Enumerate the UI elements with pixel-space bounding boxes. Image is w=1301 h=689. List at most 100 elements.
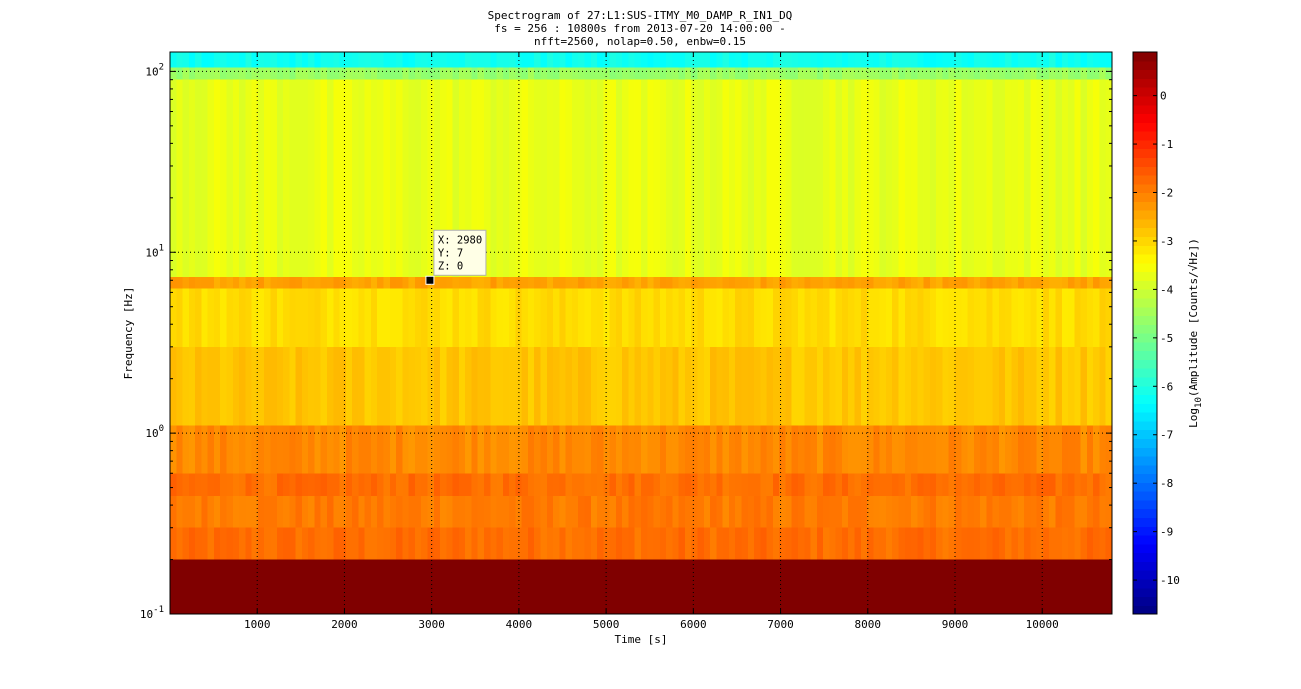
colorbar-tick-label: -7 xyxy=(1160,429,1173,442)
colorbar-tick-label: -1 xyxy=(1160,138,1173,151)
colorbar-segment xyxy=(1133,385,1157,396)
datatip-box[interactable] xyxy=(433,229,487,276)
x-tick-label: 3000 xyxy=(418,618,445,631)
colorbar-segment xyxy=(1133,157,1157,167)
colorbar-tick-label: -6 xyxy=(1160,380,1173,393)
colorbar-tick-label: -10 xyxy=(1160,574,1180,587)
spectrogram-plot-area xyxy=(170,52,1113,614)
colorbar-segment xyxy=(1133,280,1157,290)
colorbar-segment xyxy=(1133,306,1157,317)
colorbar-segment xyxy=(1133,183,1157,194)
y-axis-label: Frequency [Hz] xyxy=(122,287,135,380)
colorbar-segment xyxy=(1133,561,1157,571)
colorbar-segment xyxy=(1133,526,1157,536)
datatip-x: X: 2980 xyxy=(438,234,482,246)
colorbar-segment xyxy=(1133,403,1157,413)
colorbar-segment xyxy=(1133,552,1157,562)
x-tick-label: 7000 xyxy=(767,618,794,631)
colorbar-segment xyxy=(1133,438,1157,448)
colorbar-segment xyxy=(1133,324,1157,334)
spectrogram-band-0 xyxy=(170,559,1113,614)
colorbar-segment xyxy=(1133,517,1157,527)
x-tick-label: 8000 xyxy=(855,618,882,631)
colorbar-segment xyxy=(1133,218,1157,229)
x-tick-label: 2000 xyxy=(331,618,358,631)
colorbar-segment xyxy=(1133,464,1157,475)
colorbar-segment xyxy=(1133,174,1157,185)
colorbar-segment xyxy=(1133,253,1157,264)
x-tick-label: 4000 xyxy=(506,618,533,631)
chart-title: Spectrogram of 27:L1:SUS-ITMY_M0_DAMP_R_… xyxy=(487,9,793,22)
colorbar-segment xyxy=(1133,131,1157,141)
datatip-y: Y: 7 xyxy=(438,247,463,259)
colorbar-segment xyxy=(1133,455,1157,466)
x-axis-label: Time [s] xyxy=(615,633,668,646)
colorbar-segment xyxy=(1133,192,1157,202)
colorbar-tick-label: -5 xyxy=(1160,332,1173,345)
spectrogram-band-2 xyxy=(170,495,1113,528)
colorbar-segment xyxy=(1133,60,1157,71)
colorbar-segment xyxy=(1133,499,1157,510)
colorbar-segment xyxy=(1133,113,1157,123)
colorbar-segment xyxy=(1133,297,1157,308)
x-tick-label: 1000 xyxy=(244,618,271,631)
colorbar-segment xyxy=(1133,315,1157,325)
colorbar-segment xyxy=(1133,412,1157,422)
colorbar-segment xyxy=(1133,359,1157,369)
colorbar-segment xyxy=(1133,69,1157,79)
colorbar-segment xyxy=(1133,570,1157,580)
colorbar-segment xyxy=(1133,52,1157,62)
x-tick-label: 10000 xyxy=(1026,618,1059,631)
colorbar-segment xyxy=(1133,87,1157,97)
chart-subtitle-line-1: fs = 256 : 10800s from 2013-07-20 14:00:… xyxy=(494,22,786,35)
colorbar-segment xyxy=(1133,447,1157,457)
spectrogram-band-8 xyxy=(170,79,1113,277)
colorbar-segment xyxy=(1133,376,1157,387)
colorbar-segment xyxy=(1133,508,1157,519)
colorbar-tick-label: -2 xyxy=(1160,187,1173,200)
y-tick-label: 102 xyxy=(145,62,164,78)
colorbar-segment xyxy=(1133,333,1157,343)
colorbar-tick-label: -3 xyxy=(1160,235,1173,248)
chart-subtitle-line-2: nfft=2560, nolap=0.50, enbw=0.15 xyxy=(534,35,746,48)
y-tick-label: 10-1 xyxy=(140,605,164,621)
colorbar-frame xyxy=(1132,51,1158,615)
colorbar-segment xyxy=(1133,262,1157,273)
colorbar-segment xyxy=(1133,368,1157,378)
x-tick-label: 5000 xyxy=(593,618,620,631)
x-tick-label: 6000 xyxy=(680,618,707,631)
colorbar-segment xyxy=(1133,139,1157,150)
colorbar-segment xyxy=(1133,201,1157,211)
spectrogram-band-7 xyxy=(170,276,1113,289)
colorbar-tick-label: -8 xyxy=(1160,477,1173,490)
colorbar-segment xyxy=(1133,394,1157,404)
datatip-z: Z: 0 xyxy=(438,260,463,272)
colorbar-segment xyxy=(1133,289,1157,299)
plot-frame xyxy=(169,51,1113,615)
x-tick-label: 9000 xyxy=(942,618,969,631)
colorbar-segment xyxy=(1133,473,1157,483)
spectrogram-band-6 xyxy=(170,288,1113,347)
colorbar-segment xyxy=(1133,245,1157,255)
spectrogram-band-1 xyxy=(170,527,1113,560)
colorbar-segment xyxy=(1133,271,1157,281)
y-tick-label: 100 xyxy=(145,424,164,440)
datatip-marker[interactable] xyxy=(425,275,435,285)
colorbar-segment xyxy=(1133,578,1157,589)
colorbar: 0 -1 -2 -3 -4 -5 -6 -7 -8 -9 -10 Log10(Amplitude [C… xyxy=(1132,51,1204,615)
spectrogram-band-5 xyxy=(170,346,1113,426)
colorbar-segment xyxy=(1133,534,1157,545)
colorbar-segment xyxy=(1133,227,1157,238)
colorbar-label: Log10(Amplitude [Counts/√Hz]) xyxy=(1187,238,1204,428)
spectrogram-band-9 xyxy=(170,67,1113,80)
colorbar-segment xyxy=(1133,605,1157,615)
colorbar-segment xyxy=(1133,166,1157,176)
spectrogram-band-4 xyxy=(170,425,1113,474)
colorbar-segment xyxy=(1133,596,1157,606)
colorbar-segment xyxy=(1133,122,1157,132)
spectrogram-band-10 xyxy=(170,52,1113,68)
colorbar-segment xyxy=(1133,482,1157,492)
colorbar-tick-label: 0 xyxy=(1160,90,1167,103)
